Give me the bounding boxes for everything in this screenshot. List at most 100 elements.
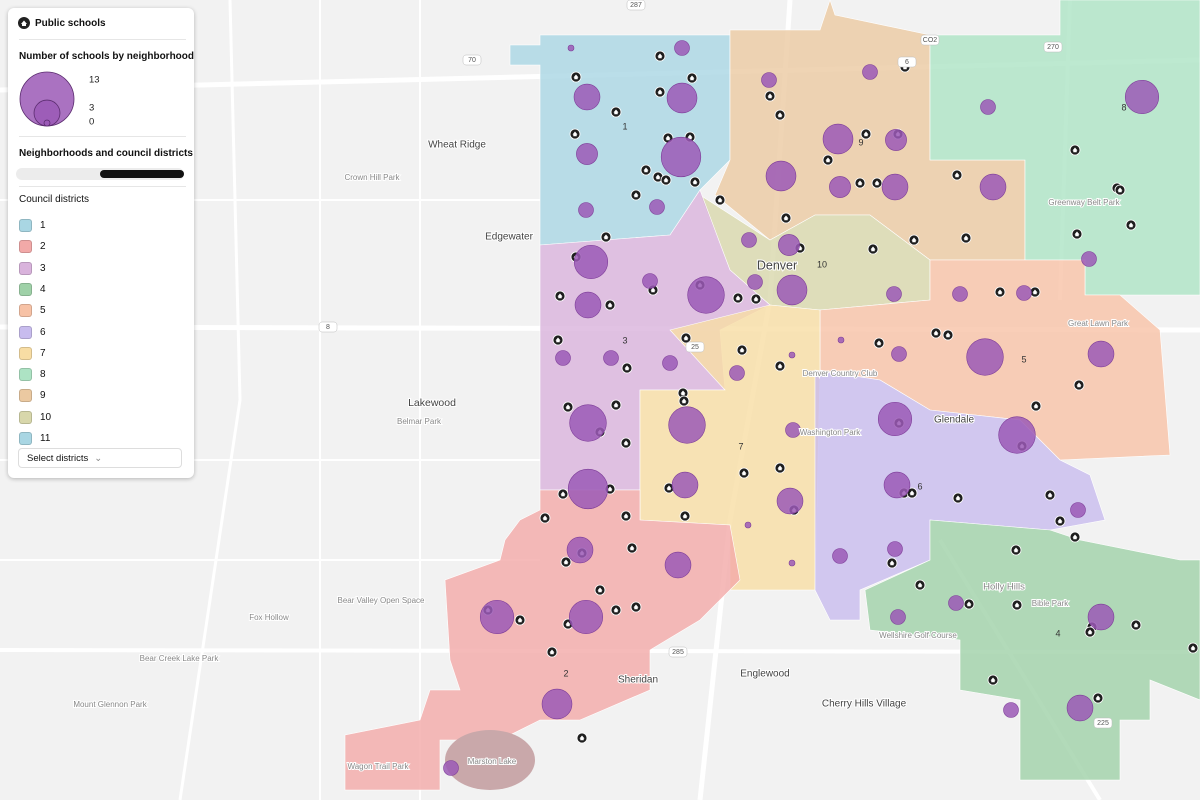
school-icon xyxy=(539,512,551,524)
place-label: Fox Hollow xyxy=(249,613,289,622)
school-icon-glyph xyxy=(1074,231,1080,237)
school-icon-glyph xyxy=(650,287,656,293)
district-item[interactable]: 6 xyxy=(19,325,46,339)
select-districts[interactable]: Select districts ⌄ xyxy=(18,448,182,468)
school-icon-glyph xyxy=(633,604,639,610)
school-icon-glyph xyxy=(1076,382,1082,388)
school-icon-glyph xyxy=(1072,534,1078,540)
district-item[interactable]: 10 xyxy=(19,410,52,424)
neighborhood-bubble xyxy=(573,244,609,280)
school-icon xyxy=(987,674,999,686)
district-number: 4 xyxy=(1055,628,1060,638)
toggle[interactable] xyxy=(16,168,184,180)
school-icon-glyph xyxy=(863,131,869,137)
district-item[interactable]: 1 xyxy=(19,219,46,232)
neighborhood-bubble xyxy=(574,291,602,319)
school-icon xyxy=(871,177,883,189)
school-icon-glyph xyxy=(687,134,693,140)
school-icon xyxy=(732,292,744,304)
school-icon xyxy=(680,332,692,344)
school-icon xyxy=(678,395,690,407)
neighborhood-bubble xyxy=(877,401,913,437)
school-icon xyxy=(951,169,963,181)
neighborhood-bubble xyxy=(1087,340,1115,368)
district-label: 10 xyxy=(40,411,52,423)
neighborhood-bubble xyxy=(881,173,909,201)
road-shield xyxy=(668,646,688,658)
district-swatch xyxy=(19,240,32,254)
district-item[interactable]: 2 xyxy=(19,240,46,254)
school-icon-glyph xyxy=(572,131,578,137)
school-icon-glyph xyxy=(717,197,723,203)
school-icon xyxy=(640,164,652,176)
school-icon xyxy=(952,492,964,504)
school-icon-glyph xyxy=(777,363,783,369)
neighborhood-bubble xyxy=(948,595,964,611)
place-label: Holly Hills xyxy=(983,582,1025,593)
school-icon xyxy=(679,510,691,522)
neighborhood-bubble xyxy=(788,559,796,567)
road-shield xyxy=(897,56,917,68)
school-icon-glyph xyxy=(549,649,555,655)
place-label: Sheridan xyxy=(618,675,658,686)
school-icon-glyph xyxy=(741,470,747,476)
district-item[interactable]: 5 xyxy=(19,304,46,318)
district-item[interactable]: 8 xyxy=(19,368,46,382)
road-shield xyxy=(920,34,940,46)
school-icon xyxy=(1069,531,1081,543)
school-icon-glyph xyxy=(739,347,745,353)
district-number: 2 xyxy=(563,668,568,678)
school-icon-glyph xyxy=(990,677,996,683)
road-label: 8 xyxy=(326,324,330,331)
school-icon-glyph xyxy=(597,587,603,593)
school-icon xyxy=(1114,184,1126,196)
lake xyxy=(445,730,535,790)
neighborhood-bubble xyxy=(649,199,665,215)
school-icon-glyph xyxy=(565,404,571,410)
district-item[interactable]: 11 xyxy=(19,432,50,445)
district-item[interactable]: 9 xyxy=(19,389,46,403)
school-icon xyxy=(560,556,572,568)
district-swatch xyxy=(19,219,32,232)
school-icon xyxy=(1092,692,1104,704)
school-icon-glyph xyxy=(777,112,783,118)
neighborhood-bubble xyxy=(832,548,848,564)
school-icon xyxy=(604,299,616,311)
neighborhood-bubble xyxy=(862,64,878,80)
school-icon-glyph xyxy=(682,513,688,519)
school-icon-glyph xyxy=(607,302,613,308)
district-swatch xyxy=(19,282,32,296)
district-item[interactable]: 7 xyxy=(19,346,46,360)
school-icon xyxy=(1073,379,1085,391)
district-swatch xyxy=(19,432,32,445)
school-icon xyxy=(1054,515,1066,527)
school-icon xyxy=(620,510,632,522)
school-icon xyxy=(774,360,786,372)
place-label: Wagon Trail Park xyxy=(347,762,409,771)
school-icon xyxy=(994,286,1006,298)
school-icon xyxy=(610,106,622,118)
place-label: Mount Glennon Park xyxy=(73,700,147,709)
school-icon-glyph xyxy=(557,293,563,299)
place-label: Englewood xyxy=(740,669,789,680)
school-icon-glyph xyxy=(1032,289,1038,295)
district-item[interactable]: 3 xyxy=(19,261,46,275)
road xyxy=(178,0,242,800)
school-icon xyxy=(569,128,581,140)
neighborhood-bubble xyxy=(785,422,801,438)
school-icon-glyph xyxy=(555,337,561,343)
size-legend-label: 3 xyxy=(89,103,94,114)
neighborhood-bubble xyxy=(1081,251,1097,267)
school-icon xyxy=(914,579,926,591)
district-number: 5 xyxy=(1021,354,1026,364)
school-icon xyxy=(867,243,879,255)
school-icon-glyph xyxy=(565,621,571,627)
district-item[interactable]: 4 xyxy=(19,282,46,296)
district-number: 1 xyxy=(622,121,627,131)
school-icon xyxy=(860,128,872,140)
place-label: Wheat Ridge xyxy=(428,140,486,151)
neighborhood-bubble xyxy=(568,599,604,635)
school-icon xyxy=(1187,642,1199,654)
neighborhood-bubble xyxy=(776,487,804,515)
size-legend-title: Number of schools by neighborhood xyxy=(19,51,194,62)
